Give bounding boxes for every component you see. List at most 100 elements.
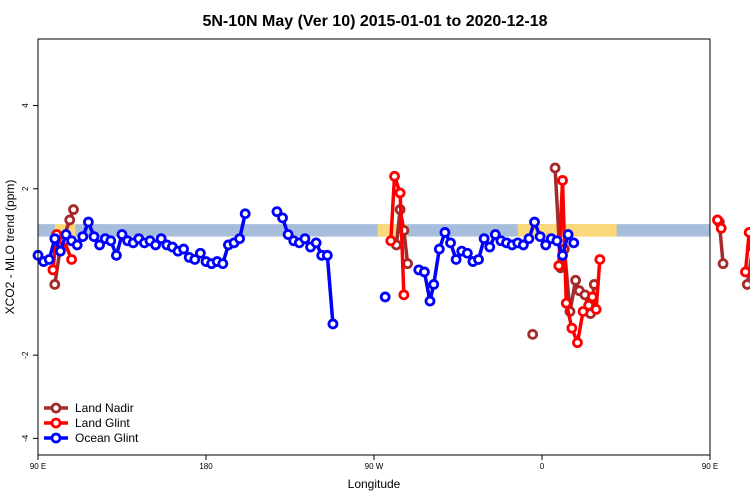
land-glint-point — [715, 222, 727, 234]
ocean-glint-point — [484, 241, 496, 253]
ocean-glint-point — [523, 233, 535, 245]
ocean-glint-point — [43, 254, 55, 265]
land-glint-point — [572, 337, 583, 349]
x-tick-label: 90 W — [365, 462, 384, 471]
legend-marker — [50, 417, 62, 429]
land-glint-line — [389, 174, 406, 295]
y-tick-label: -2 — [21, 351, 30, 359]
plot-frame — [37, 38, 711, 456]
ocean-glint-point — [155, 233, 167, 245]
land-glint-point — [398, 289, 410, 301]
legend-item-land-nadir: Land Nadir — [44, 401, 134, 415]
land-glint-point — [389, 170, 400, 182]
land-nadir-point — [64, 214, 76, 226]
land-glint-point — [740, 266, 750, 278]
land-glint-point — [583, 299, 595, 311]
ocean-glint-point — [49, 233, 61, 245]
ocean-glint-point — [433, 243, 445, 255]
legend-label: Ocean Glint — [75, 431, 139, 445]
ocean-glint-point — [194, 247, 206, 259]
ocean-glint-point — [473, 254, 484, 265]
ocean-glint-point — [105, 235, 117, 247]
ocean-glint-point — [55, 245, 66, 257]
land-glint-point — [577, 306, 589, 317]
land-nadir-point — [570, 274, 581, 286]
ocean-glint-point — [111, 249, 122, 261]
y-tick-label: 4 — [21, 103, 30, 108]
legend-marker — [50, 402, 62, 414]
land-glint-point — [385, 235, 397, 247]
land-glint-point — [66, 254, 77, 265]
land-glint-point — [743, 227, 750, 238]
land-glint-point — [47, 264, 59, 276]
y-tick-label: 2 — [21, 186, 30, 191]
series-ocean-glint — [32, 206, 580, 330]
x-tick-label: 90 E — [30, 462, 46, 471]
y-tick-label: -4 — [21, 434, 30, 442]
land-glint-point — [560, 297, 572, 309]
ocean-glint-point — [189, 254, 201, 265]
land-nadir-point — [527, 328, 539, 340]
ocean-glint-point — [489, 229, 501, 240]
ocean-glint-point — [321, 249, 333, 261]
ocean-glint-point — [88, 231, 100, 243]
legend-marker — [50, 432, 62, 444]
axes: 90 E 180 90 W 0 90 E -4 -2 2 4 — [21, 103, 718, 471]
legend-item-land-glint: Land Glint — [44, 416, 130, 430]
y-axis-label: XCO2 - MLO trend (ppm) — [3, 180, 17, 315]
land-nadir-point — [717, 258, 729, 270]
ocean-glint-point — [529, 216, 540, 228]
ocean-glint-point — [568, 237, 580, 249]
ocean-glint-point — [277, 212, 288, 224]
ocean-glint-point — [424, 295, 436, 307]
ocean-glint-point — [327, 318, 339, 330]
ocean-glint-point — [557, 249, 568, 261]
ocean-glint-point — [217, 258, 229, 270]
ocean-glint-point — [418, 266, 430, 278]
ocean-glint-point — [77, 231, 89, 243]
ocean-glint-point — [299, 233, 311, 245]
land-glint-point — [594, 254, 606, 265]
legend-item-ocean-glint: Ocean Glint — [44, 431, 139, 445]
ocean-glint-point — [439, 227, 451, 238]
x-tick-label: 0 — [540, 462, 545, 471]
land-nadir-point — [549, 162, 561, 174]
land-nadir-point — [741, 279, 750, 290]
legend-label: Land Glint — [75, 416, 130, 430]
land-nadir-point — [402, 258, 414, 270]
land-glint-point — [557, 175, 568, 186]
x-axis-label: Longitude — [348, 477, 401, 491]
chart-title: 5N-10N May (Ver 10) 2015-01-01 to 2020-1… — [202, 13, 547, 30]
ocean-glint-point — [178, 243, 190, 255]
ocean-glint-point — [517, 239, 529, 251]
x-tick-label: 90 E — [702, 462, 718, 471]
ocean-glint-point — [534, 231, 546, 243]
ocean-glint-point — [428, 279, 440, 290]
legend-label: Land Nadir — [75, 401, 134, 415]
ocean-glint-point — [478, 233, 490, 245]
ocean-glint-point — [71, 239, 83, 251]
ocean-glint-point — [234, 233, 246, 245]
land-glint-point — [587, 291, 598, 303]
ocean-glint-point — [60, 229, 72, 240]
ocean-glint-point — [271, 206, 283, 218]
ocean-glint-point — [562, 229, 574, 240]
land-glint-point — [566, 322, 578, 334]
ocean-glint-point — [116, 229, 128, 240]
series-layer — [32, 162, 750, 349]
land-glint-point — [712, 214, 723, 226]
ocean-glint-point — [379, 291, 391, 303]
land-glint-line — [743, 230, 750, 273]
ocean-glint-point — [94, 239, 105, 251]
land-glint-line — [557, 178, 602, 345]
reference-band — [38, 224, 710, 237]
land-nadir-point — [68, 204, 79, 215]
land-glint-point — [590, 303, 602, 315]
ocean-glint-point — [239, 208, 251, 220]
x-tick-label: 180 — [199, 462, 213, 471]
ocean-glint-point — [310, 237, 322, 249]
ocean-glint-point — [445, 237, 456, 249]
ocean-glint-point — [461, 247, 473, 259]
